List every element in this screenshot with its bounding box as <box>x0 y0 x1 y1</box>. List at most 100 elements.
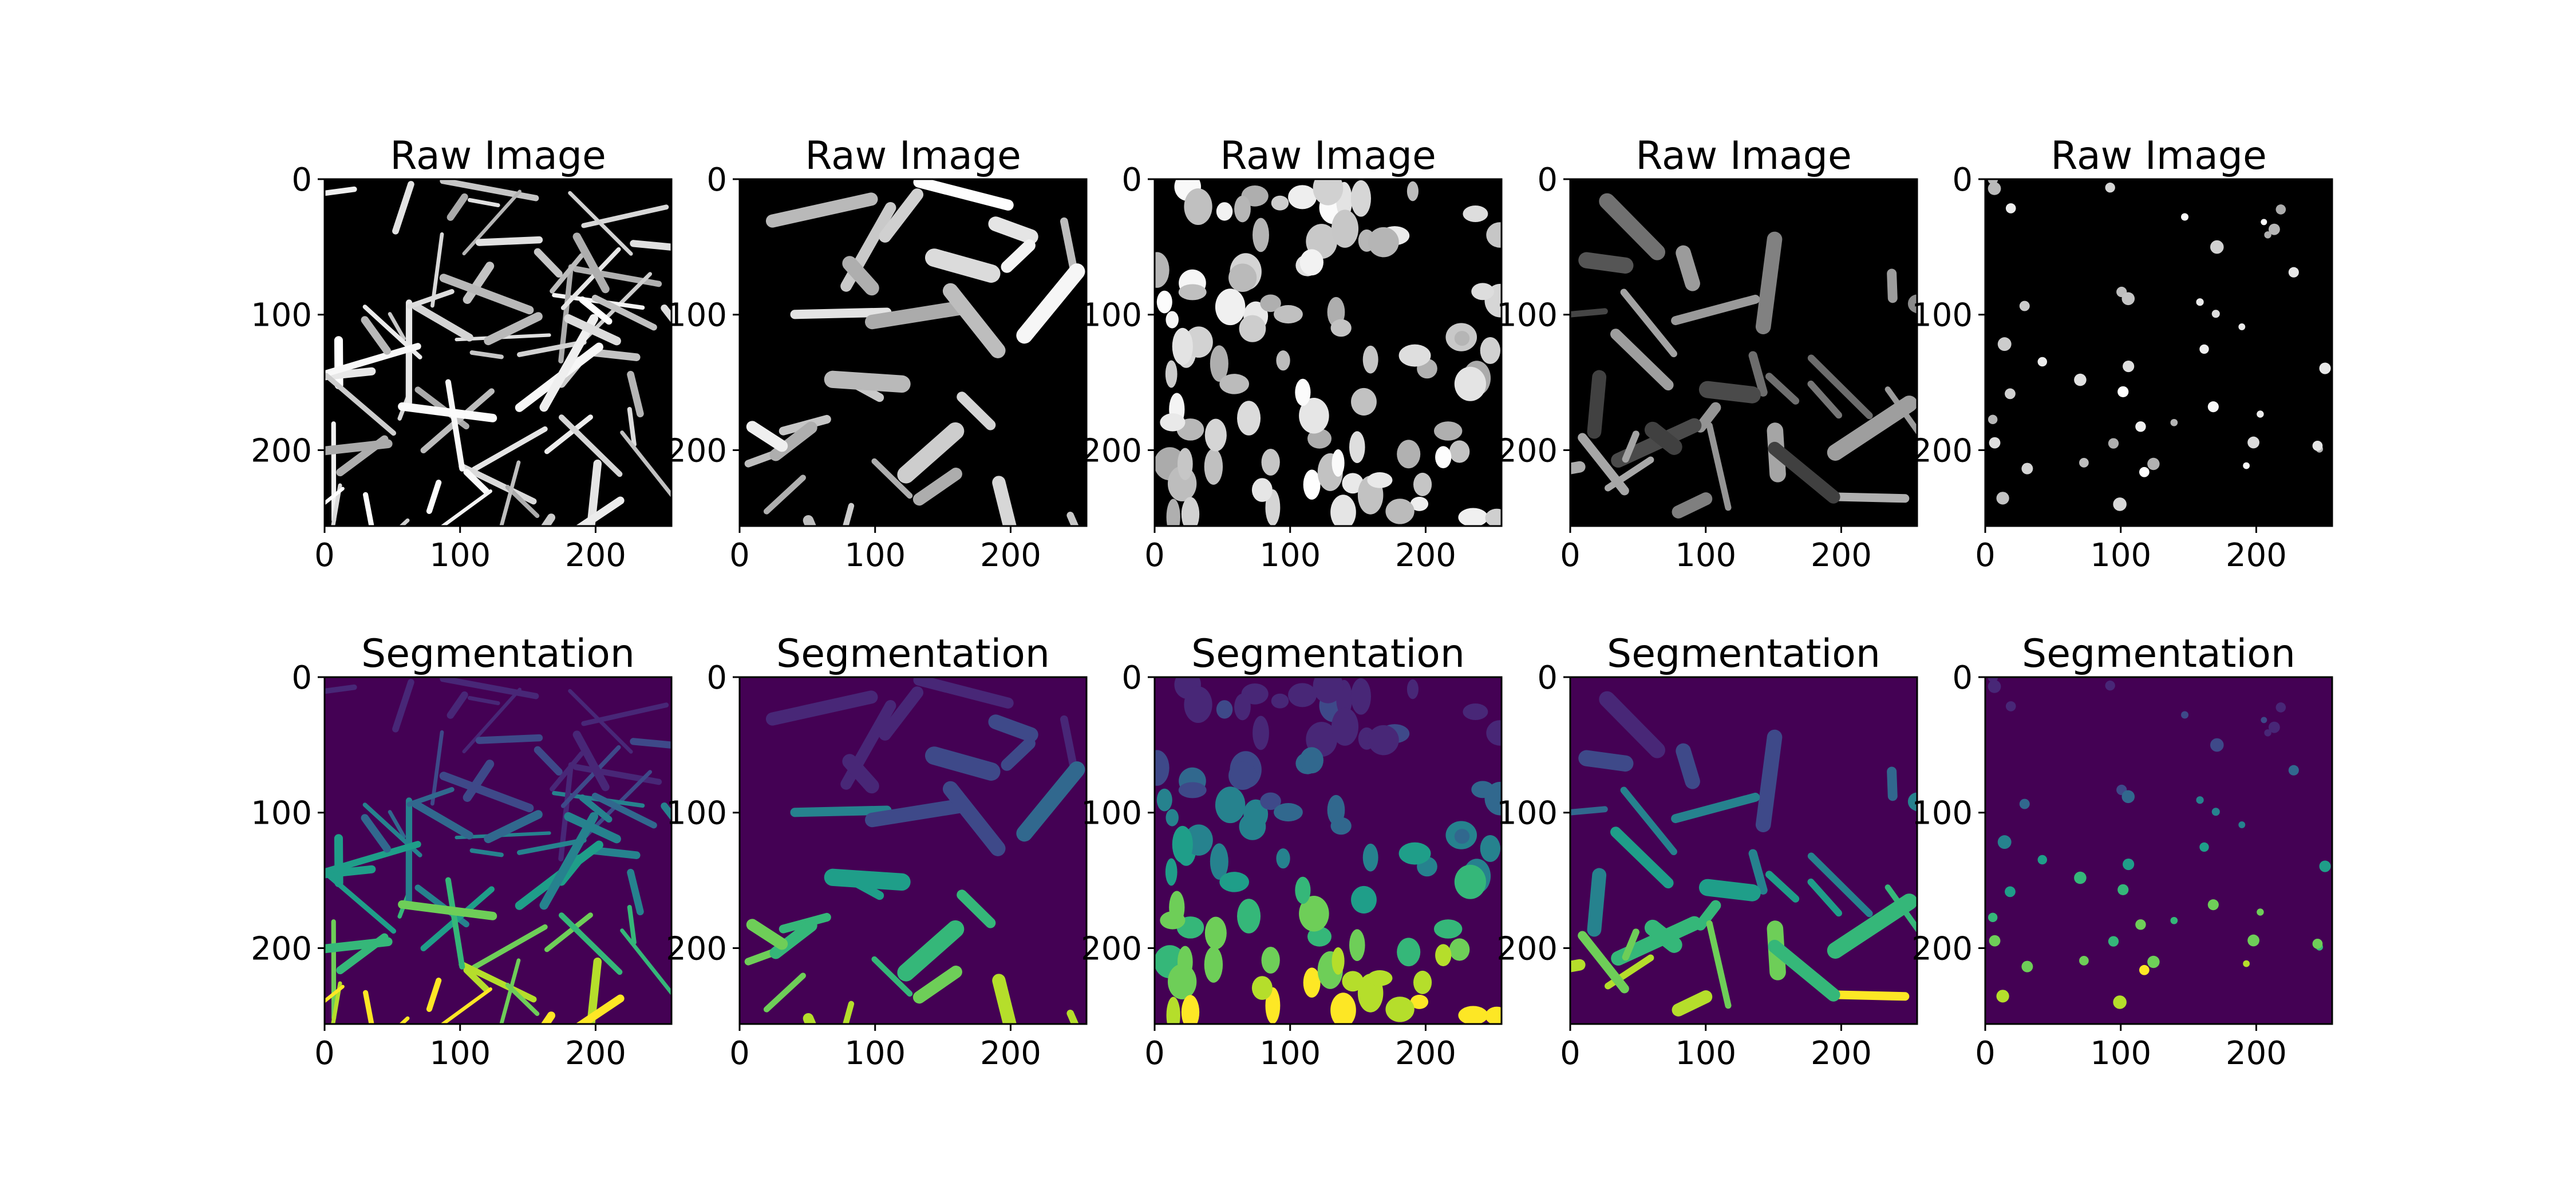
texture-blob <box>1216 700 1233 719</box>
y-tick-label: 0 <box>1537 659 1558 697</box>
texture-stroke <box>467 197 500 208</box>
x-tick-label: 100 <box>1259 1035 1321 1072</box>
texture-dot <box>2288 267 2299 278</box>
texture-dot <box>2105 681 2115 691</box>
texture-stroke <box>790 307 892 319</box>
x-tick-label: 0 <box>1144 537 1165 574</box>
raw-image <box>1155 179 1502 526</box>
texture-blob <box>1234 195 1251 223</box>
texture-blob <box>1362 345 1378 374</box>
panel-title: Segmentation <box>776 631 1050 677</box>
texture-stroke <box>1807 878 1843 917</box>
x-tick-label: 0 <box>1144 1035 1165 1072</box>
texture-dot <box>2210 738 2224 752</box>
texture-dot <box>2211 808 2220 816</box>
texture-blob <box>1216 202 1233 221</box>
texture-dot <box>2005 701 2016 711</box>
texture-blob <box>1362 843 1378 872</box>
x-tick-label: 200 <box>1811 1035 1872 1072</box>
texture-stroke <box>1807 852 1873 918</box>
texture-stroke <box>325 984 345 1003</box>
texture-stroke <box>325 871 397 934</box>
segmentation-image <box>1570 677 1917 1024</box>
texture-dot <box>2264 231 2271 239</box>
texture-dot <box>1988 680 2001 693</box>
texture-stroke <box>484 810 543 844</box>
segmentation-panel: Segmentation 0 100 200 0 100 200 <box>666 631 1088 1072</box>
texture-stroke <box>1060 217 1078 272</box>
texture-dot <box>2079 955 2089 966</box>
texture-blob <box>1434 919 1463 939</box>
axes-frame <box>1153 178 1503 527</box>
texture-stroke <box>1748 351 1768 397</box>
texture-blob <box>1228 761 1257 790</box>
texture-stroke <box>426 480 442 514</box>
y-tick-label: 200 <box>1081 432 1142 469</box>
texture-stroke <box>440 677 539 699</box>
x-tick-label: 100 <box>2090 1035 2151 1072</box>
texture-stroke <box>586 459 602 526</box>
texture-blob <box>1385 997 1415 1022</box>
raw-image-panel: Raw Image 0 100 200 0 100 200 <box>251 133 673 574</box>
texture-dot <box>2074 373 2087 386</box>
texture-stroke <box>564 812 621 844</box>
texture-stroke <box>957 889 996 928</box>
texture-blob <box>1413 472 1432 496</box>
texture-stroke <box>575 496 625 526</box>
texture-stroke <box>1748 849 1768 895</box>
x-tick-label: 0 <box>1560 537 1581 574</box>
texture-stroke <box>588 348 641 361</box>
texture-dot <box>2005 388 2016 400</box>
texture-blob <box>1349 929 1365 962</box>
texture-blob <box>1166 997 1180 1024</box>
texture-dot <box>2005 203 2016 213</box>
texture-stroke <box>463 760 495 802</box>
texture-stroke <box>430 730 444 806</box>
texture-blob <box>1299 747 1323 774</box>
texture-blob <box>1368 725 1399 756</box>
texture-stroke <box>897 920 965 982</box>
x-tick-label: 200 <box>565 537 626 574</box>
texture-stroke <box>398 900 497 920</box>
texture-dot <box>2264 729 2271 737</box>
texture-stroke <box>388 810 406 839</box>
texture-stroke <box>942 781 1006 856</box>
texture-stroke <box>467 695 500 706</box>
x-tick-label: 100 <box>1675 1035 1736 1072</box>
y-tick-label: 200 <box>666 930 727 967</box>
texture-stroke <box>398 402 497 422</box>
texture-dot <box>2139 964 2150 975</box>
y-tick-label: 100 <box>1911 795 1973 832</box>
x-tick-label: 200 <box>980 1035 1041 1072</box>
y-tick-label: 0 <box>1952 659 1973 697</box>
texture-stroke <box>1599 691 1666 758</box>
texture-blob <box>1155 750 1170 786</box>
texture-dot <box>2207 899 2219 911</box>
x-tick-label: 0 <box>314 1035 335 1072</box>
texture-dot <box>2037 855 2048 865</box>
texture-stroke <box>484 312 543 346</box>
texture-stroke <box>588 846 641 859</box>
texture-stroke <box>439 274 534 315</box>
texture-stroke <box>517 339 587 357</box>
texture-blob <box>1351 388 1377 416</box>
texture-blob <box>1237 401 1261 436</box>
panel-title: Raw Image <box>1220 133 1436 179</box>
texture-blob <box>1454 829 1470 844</box>
texture-blob <box>1435 446 1452 469</box>
texture-blob <box>1463 205 1488 223</box>
texture-dot <box>2319 362 2331 374</box>
texture-stroke <box>627 868 644 916</box>
texture-stroke <box>1698 879 1761 902</box>
texture-blob <box>1253 715 1269 750</box>
texture-blob <box>1184 188 1212 226</box>
x-tick-label: 200 <box>2226 1035 2287 1072</box>
texture-stroke <box>1622 430 1639 463</box>
panel-title: Segmentation <box>1607 631 1880 677</box>
panel-title: Raw Image <box>2050 133 2267 179</box>
texture-stroke <box>1768 441 1840 504</box>
texture-dot <box>2147 457 2160 470</box>
texture-blob <box>1165 858 1178 886</box>
texture-stroke <box>1884 884 1917 934</box>
texture-stroke <box>1671 792 1760 824</box>
